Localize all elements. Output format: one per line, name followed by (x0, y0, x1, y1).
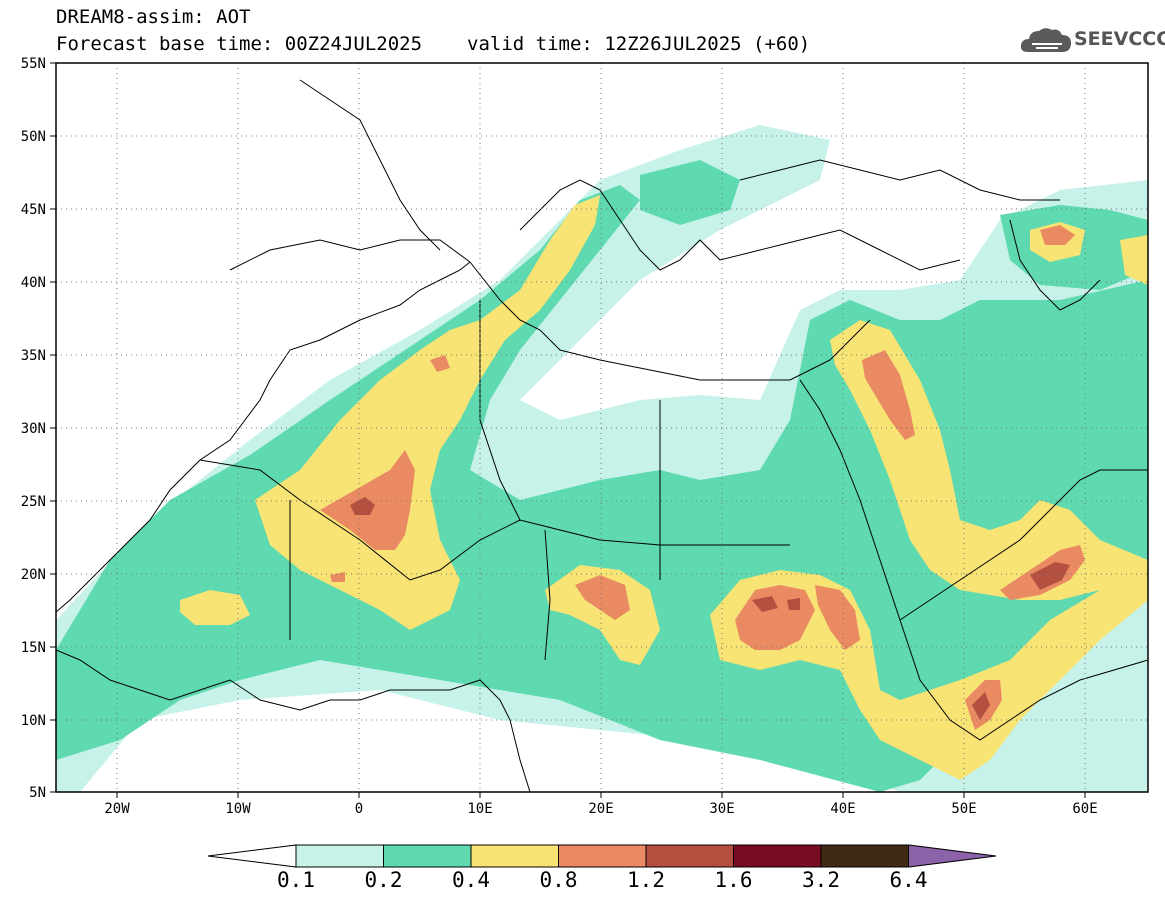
colorbar-segment (558, 844, 647, 868)
lat-label: 50N (21, 129, 46, 145)
lat-label: 40N (21, 275, 46, 291)
base-time-label: Forecast base time: 00Z24JUL2025 (56, 33, 423, 55)
lat-label: 10N (21, 713, 46, 729)
coast-nw-africa (56, 261, 471, 613)
aot-level-1.2 (350, 497, 1070, 720)
colorbar-label: 3.2 (802, 868, 840, 892)
border-algeria-libya (479, 300, 521, 521)
colorbar-label: 1.2 (627, 868, 665, 892)
colorbar-label: 0.2 (364, 868, 403, 892)
colorbar-segment (820, 844, 909, 868)
colorbar-label: 6.4 (889, 868, 928, 892)
coast-red-sea (799, 379, 1148, 741)
colorbar-label: 0.8 (539, 868, 578, 892)
border-sahel (199, 459, 790, 581)
lat-label: 30N (21, 421, 46, 437)
colorbar-below-arrow (207, 844, 297, 868)
lon-label: 40E (830, 801, 855, 817)
colorbar-labels: 0.1 0.2 0.4 0.8 1.2 1.6 3.2 6.4 (0, 868, 1165, 898)
coast-black-sea (739, 159, 1060, 201)
lon-label: 0 (355, 801, 363, 817)
coast-caspian (1009, 219, 1101, 311)
graticule (56, 63, 1148, 792)
lon-labels: 20W 10W 0 10E 20E 30E 40E 50E 60E (104, 801, 1097, 817)
lat-label: 35N (21, 348, 46, 364)
coastlines (56, 79, 1148, 792)
logo-text: SEEVCCC (1074, 28, 1165, 50)
colorbar-segment (645, 844, 734, 868)
valid-time-label: valid time: 12Z26JUL2025 (+60) (467, 33, 811, 55)
chart-subtitle: Forecast base time: 00Z24JUL2025 valid ti… (56, 33, 810, 55)
lon-label: 50E (951, 801, 976, 817)
coast-iberia (229, 239, 471, 271)
colorbar-segment (383, 844, 472, 868)
cloud-icon (1020, 28, 1071, 52)
coast-arabia (899, 469, 1148, 621)
lat-label: 25N (21, 494, 46, 510)
seevccc-logo: SEEVCCC (1018, 22, 1165, 58)
lon-label: 20W (104, 801, 130, 817)
lat-label: 5N (29, 785, 46, 801)
lon-label: 10W (225, 801, 251, 817)
chart-title: DREAM8-assim: AOT (56, 6, 251, 28)
lat-label: 45N (21, 202, 46, 218)
lat-label: 15N (21, 640, 46, 656)
lon-label: 30E (709, 801, 734, 817)
lat-label: 55N (21, 56, 46, 72)
colorbar-label: 1.6 (714, 868, 753, 892)
colorbar-segment (733, 844, 822, 868)
border-niger-chad (544, 529, 551, 661)
lon-label: 60E (1072, 801, 1097, 817)
lon-label: 20E (588, 801, 613, 817)
colorbar-segment (295, 844, 384, 868)
colorbar-segment (470, 844, 559, 868)
ticks (50, 62, 1086, 798)
lon-label: 10E (467, 801, 492, 817)
coast-north-africa (469, 261, 871, 381)
coast-gulf-guinea (56, 649, 531, 792)
coast-europe (519, 179, 961, 271)
colorbar-above-arrow (908, 844, 997, 868)
lat-label: 20N (21, 567, 46, 583)
colorbar (207, 844, 997, 868)
aot-field (56, 63, 1148, 792)
colorbar-label: 0.4 (452, 868, 490, 892)
coast-france (299, 79, 441, 251)
lat-labels: 55N 50N 45N 40N 35N 30N 25N 20N 15N 10N … (21, 56, 46, 801)
colorbar-label: 0.1 (277, 868, 315, 892)
